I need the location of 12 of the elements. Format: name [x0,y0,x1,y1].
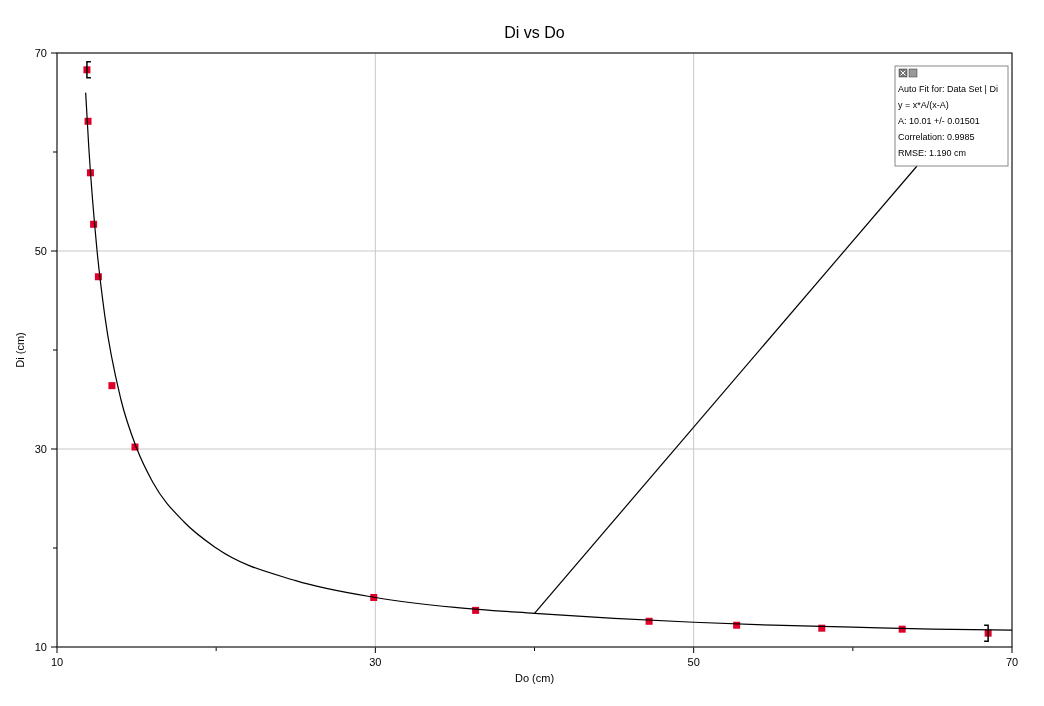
y-axis-title: Di (cm) [14,332,26,368]
x-tick-label: 30 [369,656,382,668]
x-axis-title: Do (cm) [514,672,555,684]
y-tick-label: 30 [34,443,47,455]
annotation: Auto Fit for: Data Set | Di y = x*A/(x-A) A: 10.01 +/- 0.01501 Correlation: 0.9985 RMSE: 1.190 cm [898,84,998,158]
y-tick-label: 70 [34,47,47,59]
chart-title: Di vs Do [504,24,565,41]
y-tick-label: 50 [34,245,47,257]
y-tick-label: 10 [34,641,47,653]
x-tick-label: 70 [1005,656,1019,668]
x-tick-label: 10 [50,656,64,668]
x-tick-label: 50 [687,656,700,668]
